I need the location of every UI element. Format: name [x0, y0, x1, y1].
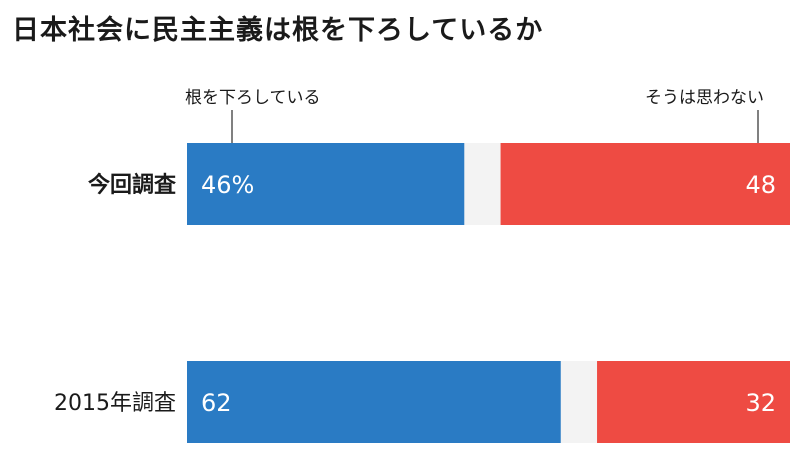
bar-segment — [597, 361, 790, 443]
chart-title: 日本社会に民主主義は根を下ろしているか — [12, 15, 544, 46]
category-label: 今回調査 — [88, 172, 177, 198]
bar-segment — [560, 361, 598, 443]
bars — [187, 143, 790, 443]
data-label: 62 — [201, 389, 232, 417]
bar-segment — [187, 143, 465, 225]
data-label: 32 — [745, 389, 776, 417]
legend-label-right: そうは思わない — [645, 88, 764, 108]
data-label: 46% — [201, 171, 254, 199]
category-label: 2015年調査 — [54, 391, 176, 416]
bar-segment — [500, 143, 790, 225]
value-labels: 46% 48 62 32 — [201, 171, 776, 417]
data-label: 48 — [745, 171, 776, 199]
category-labels: 今回調査 2015年調査 — [54, 172, 177, 416]
legend: 根を下ろしている そうは思わない — [185, 88, 764, 143]
legend-label-left: 根を下ろしている — [185, 88, 321, 108]
bar-segment — [187, 361, 561, 443]
bar-segment — [464, 143, 501, 225]
